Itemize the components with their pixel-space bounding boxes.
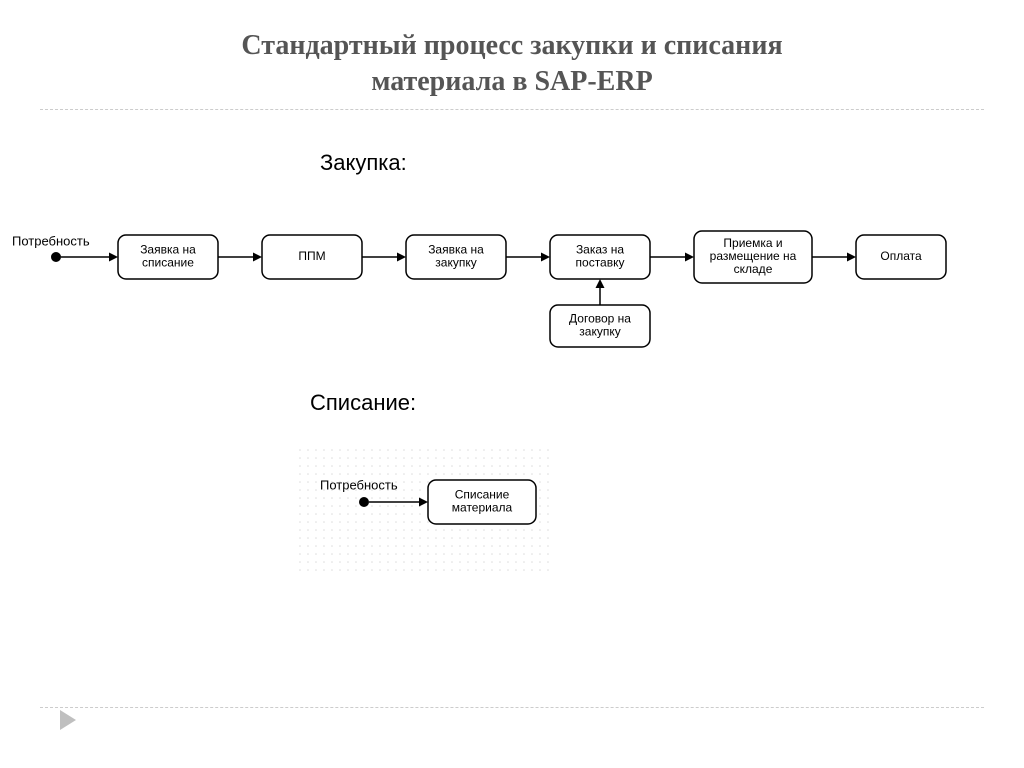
svg-text:Заявка на: Заявка на	[428, 243, 484, 257]
svg-text:Оплата: Оплата	[880, 249, 922, 263]
svg-text:Потребность: Потребность	[12, 233, 90, 248]
slide-marker-icon	[60, 710, 76, 730]
section-label-writeoff: Списание:	[310, 390, 416, 416]
svg-text:размещение на: размещение на	[710, 249, 797, 263]
svg-text:складе: складе	[734, 262, 773, 276]
bottom-divider	[40, 707, 984, 708]
svg-text:Договор на: Договор на	[569, 312, 631, 326]
flowchart-writeoff: Потребность Списаниематериала	[0, 440, 1024, 600]
title-line-2: материала в SAP-ERP	[371, 66, 652, 97]
title-line-1: Стандартный процесс закупки и списания	[241, 30, 782, 61]
svg-text:закупку: закупку	[435, 256, 476, 270]
svg-text:Заказ на: Заказ на	[576, 243, 624, 257]
svg-text:списание: списание	[142, 256, 194, 270]
svg-text:материала: материала	[452, 501, 513, 515]
svg-text:Заявка на: Заявка на	[140, 243, 196, 257]
svg-text:Приемка и: Приемка и	[723, 236, 782, 250]
svg-text:ППМ: ППМ	[298, 249, 325, 263]
svg-text:закупку: закупку	[579, 325, 620, 339]
slide-title: Стандартный процесс закупки и списания м…	[0, 0, 1024, 101]
svg-text:Потребность: Потребность	[320, 477, 398, 492]
svg-text:поставку: поставку	[576, 256, 625, 270]
svg-text:Списание: Списание	[455, 488, 510, 502]
section-label-purchase: Закупка:	[320, 150, 407, 176]
title-divider	[40, 109, 984, 110]
flowchart-purchase: ПотребностьЗаявка насписаниеППМЗаявка на…	[0, 195, 1024, 355]
